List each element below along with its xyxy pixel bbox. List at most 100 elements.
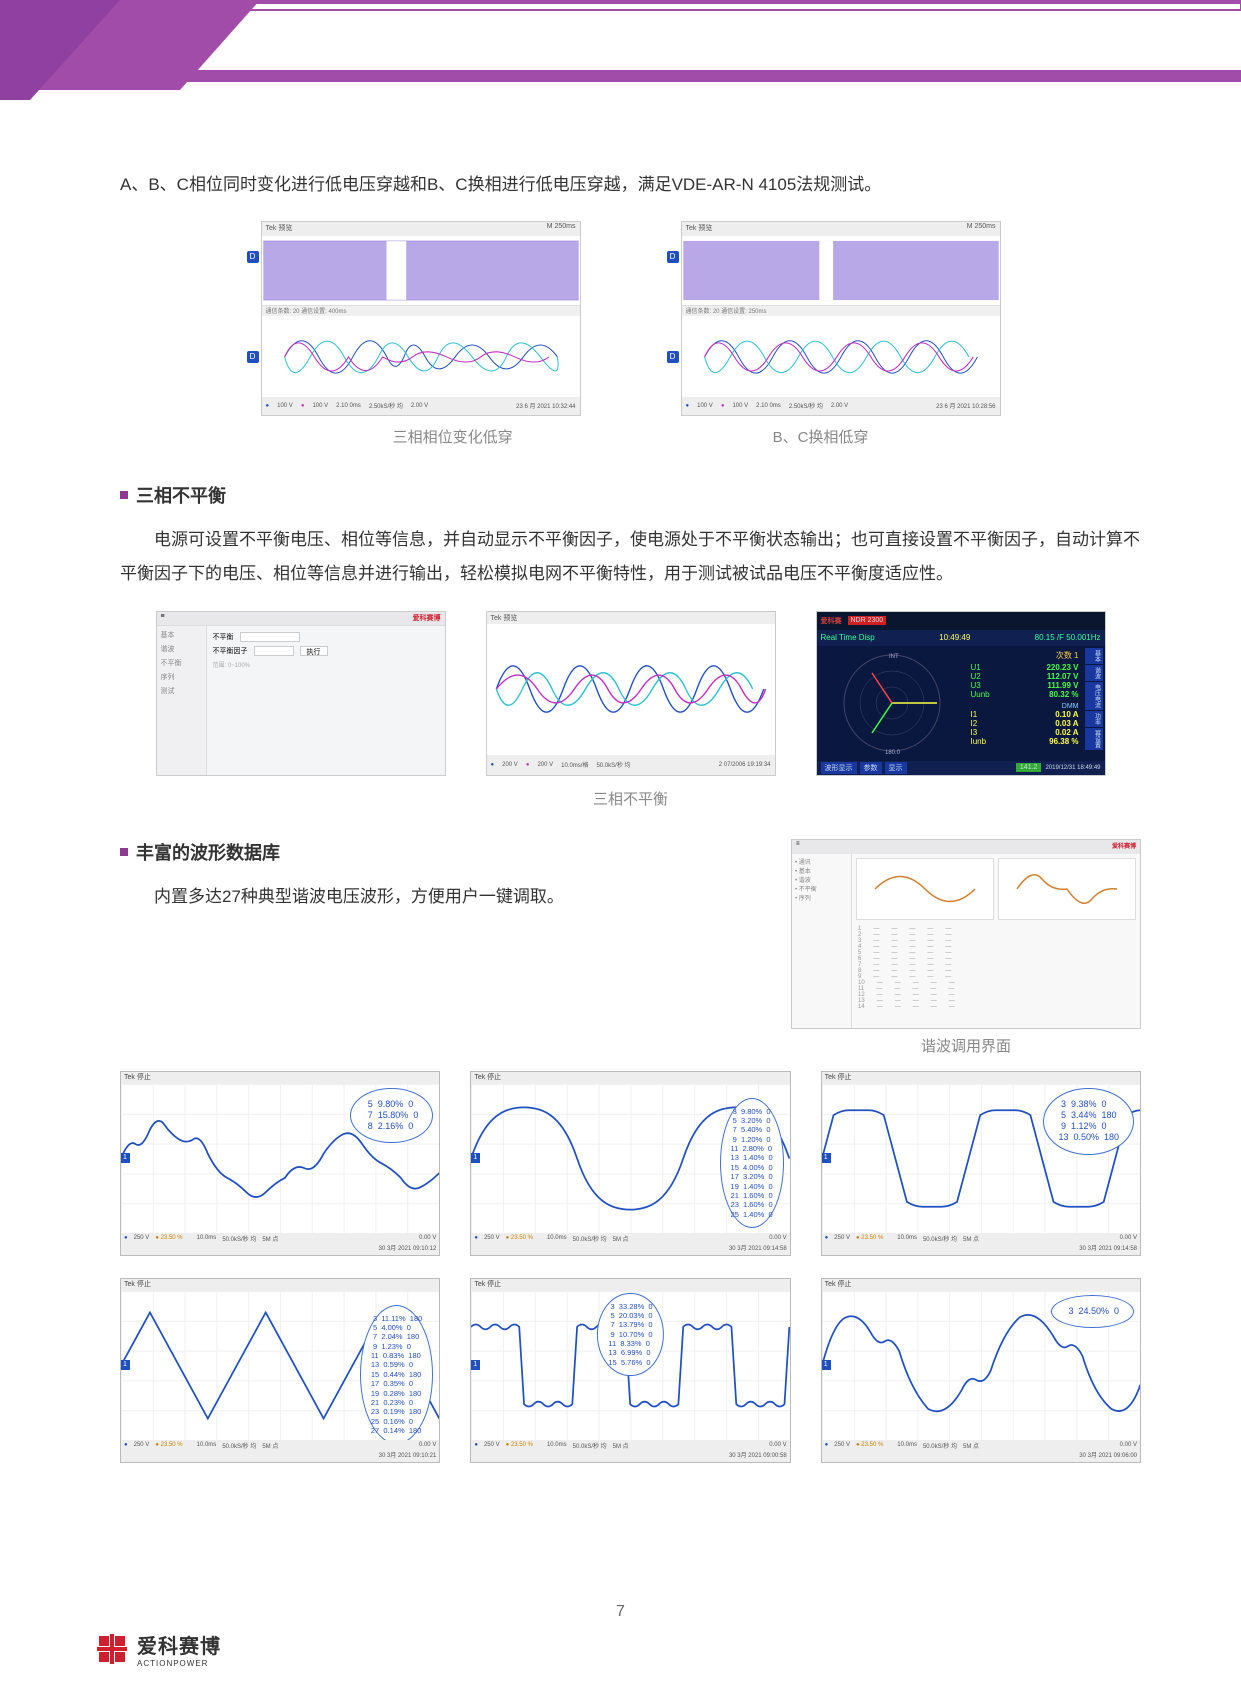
scope-brand: Tek 预览 <box>266 223 293 235</box>
analyzer-tab: 基本 <box>1085 648 1103 664</box>
analyzer-footer: 波形显示参数显示 141.2 2019/12/31 18:49:49 <box>817 761 1105 775</box>
wave-footer: ●250 V ● 23.50 % 10.0ms 50.0kS/秒 均 5M 点 … <box>822 1440 1140 1462</box>
vector-diagram: INT 180.0 <box>817 646 967 761</box>
wave-footer: ●250 V ● 23.50 % 10.0ms 50.0kS/秒 均 5M 点 … <box>822 1233 1140 1255</box>
analyzer-reading: I10.10 A <box>971 710 1079 719</box>
imbalance-body: 电源可设置不平衡电压、相位等信息，并自动显示不平衡因子，使电源处于不平衡状态输出… <box>120 523 1141 591</box>
library-caption: 谐波调用界面 <box>791 1035 1141 1056</box>
waveform-grid: Tek 停止1 5 9.80% 0 7 15.80% 0 8 2.16% 0 ●… <box>120 1071 1141 1463</box>
lib-tree-item: • 通讯 <box>795 857 848 866</box>
wave-body: 1 5 9.80% 0 7 15.80% 0 8 2.16% 0 <box>121 1084 439 1233</box>
harmonic-waveform-panel: Tek 停止1 3 9.38% 0 5 3.44% 180 9 1.12% 0 … <box>821 1071 1141 1256</box>
analyzer-reading: I20.03 A <box>971 719 1079 728</box>
lib-tree-item: • 不平衡 <box>795 884 848 893</box>
library-body: 内置多达27种典型谐波电压波形，方便用户一键调取。 <box>120 880 761 914</box>
sw-sidebar-item: 不平衡 <box>161 658 202 668</box>
wave-body: 1 3 9.80% 0 5 3.20% 0 7 5.40% 0 9 1.20% … <box>471 1084 789 1233</box>
cursor-info: 通信条数: 20 通信设置: 400ms <box>262 306 580 316</box>
harmonic-waveform-panel: Tek 停止1 3 9.80% 0 5 3.20% 0 7 5.40% 0 9 … <box>470 1071 790 1256</box>
scope-caption-right: B、C换相低穿 <box>773 426 869 447</box>
sw-sidebar-item: 谐波 <box>161 644 202 654</box>
oscilloscope-screenshot-right: Tek 预览 M 250ms 通信条数: 20 通信设置: 250ms <box>681 221 1001 416</box>
dense-waveform <box>682 236 1000 305</box>
wave-body: 1 3 24.50% 0 <box>822 1291 1140 1440</box>
svg-text:180.0: 180.0 <box>885 750 901 756</box>
wave-body: 1 3 33.28% 0 5 20.03% 0 7 13.79% 0 9 10.… <box>471 1291 789 1440</box>
sw-sidebar-item: 基本 <box>161 630 202 640</box>
three-phase-waveform <box>262 316 580 397</box>
analyzer-tab: 幂设置 <box>1085 728 1103 750</box>
oscilloscope-screenshot-left: Tek 预览 M 250ms 通信条数: 20 通信设置: 400ms <box>261 221 581 416</box>
harmonic-waveform-panel: Tek 停止1 3 11.11% 180 5 4.00% 0 7 2.04% 1… <box>120 1278 440 1463</box>
sw-sidebar-item: 序列 <box>161 672 202 682</box>
wave-footer: ●250 V ● 23.50 % 10.0ms 50.0kS/秒 均 5M 点 … <box>471 1440 789 1462</box>
wave-footer: ●250 V ● 23.50 % 10.0ms 50.0kS/秒 均 5M 点 … <box>121 1233 439 1255</box>
page-header-decoration <box>0 0 1241 130</box>
wave-footer: ●250 V ● 23.50 % 10.0ms 50.0kS/秒 均 5M 点 … <box>121 1440 439 1462</box>
analyzer-readouts: 次数 1 U1220.23 VU2112.07 VU3111.99 VUunb8… <box>967 646 1083 761</box>
three-phase-waveform <box>682 316 1000 397</box>
analyzer-footer-button: 参数 <box>860 762 882 774</box>
imbalance-scope: Tek 预览 ●200 V ●200 V 10.0ms/格 50.0kS/秒 均… <box>486 611 776 776</box>
section-heading-imbalance: 三相不平衡 <box>120 482 1141 508</box>
wave-header: Tek 停止 <box>822 1279 1140 1291</box>
power-analyzer-screenshot: 爱科赛 NDR 2300 Real Time Disp 10:49:49 80.… <box>816 611 1106 776</box>
imbalance-triple-row: ≡ 爱科赛博 基本谐波不平衡序列测试 不平衡 不平衡因子 执行 范围: 0~10… <box>120 611 1141 776</box>
harmonic-callout: 3 11.11% 180 5 4.00% 0 7 2.04% 180 9 1.2… <box>360 1305 433 1440</box>
scope-timebase: M 250ms <box>967 223 996 235</box>
channel-badge: D <box>667 351 679 363</box>
analyzer-tab: 谐波 <box>1085 665 1103 681</box>
harmonic-waveform-panel: Tek 停止1 5 9.80% 0 7 15.80% 0 8 2.16% 0 ●… <box>120 1071 440 1256</box>
analyzer-reading: I30.02 A <box>971 728 1079 737</box>
harmonic-callout: 3 9.38% 0 5 3.44% 180 9 1.12% 0 13 0.50%… <box>1043 1088 1134 1155</box>
wave-header: Tek 停止 <box>471 1072 789 1084</box>
lib-tree-item: • 序列 <box>795 893 848 902</box>
sw-menu: ≡ <box>161 613 165 624</box>
heading-text: 丰富的波形数据库 <box>136 839 280 865</box>
svg-text:INT: INT <box>889 654 899 660</box>
scope-pair-row: D D Tek 预览 M 250ms 通信条数: 20 通信设 <box>120 221 1141 416</box>
footer-logo: 爱科赛博 ACTIONPOWER <box>95 1630 221 1668</box>
harmonic-waveform-panel: Tek 停止1 3 33.28% 0 5 20.03% 0 7 13.79% 0… <box>470 1278 790 1463</box>
analyzer-reading: Iunb96.38 % <box>971 737 1079 746</box>
harmonic-waveform-panel: Tek 停止1 3 24.50% 0 ●250 V ● 23.50 % 10.0… <box>821 1278 1141 1463</box>
software-screenshot: ≡ 爱科赛博 基本谐波不平衡序列测试 不平衡 不平衡因子 执行 范围: 0~10… <box>156 611 446 776</box>
analyzer-tab: 电压电流 <box>1085 682 1103 710</box>
sw-input <box>240 632 300 642</box>
logo-text-cn: 爱科赛博 <box>137 1630 221 1659</box>
harmonic-callout: 3 9.80% 0 5 3.20% 0 7 5.40% 0 9 1.20% 0 … <box>720 1098 784 1229</box>
analyzer-reading: Uunb80.32 % <box>971 690 1079 699</box>
sw-button: 执行 <box>300 646 328 656</box>
bullet-icon <box>120 848 128 856</box>
dense-waveform <box>262 236 580 305</box>
imbalance-waveform <box>487 624 775 754</box>
analyzer-reading: U1220.23 V <box>971 663 1079 672</box>
channel-badge: D <box>247 351 259 363</box>
harmonic-callout: 5 9.80% 0 7 15.80% 0 8 2.16% 0 <box>350 1088 433 1144</box>
scope-caption-left: 三相相位变化低穿 <box>393 426 513 447</box>
imbalance-caption: 三相不平衡 <box>120 788 1141 809</box>
scope-footer: ●200 V ●200 V 10.0ms/格 50.0kS/秒 均 2 07/2… <box>487 755 775 775</box>
wave-header: Tek 停止 <box>121 1279 439 1291</box>
scope-brand: Tek 预览 <box>686 223 713 235</box>
wave-header: Tek 停止 <box>121 1072 439 1084</box>
heading-text: 三相不平衡 <box>136 482 226 508</box>
sw-logo: 爱科赛博 <box>413 613 441 624</box>
intro-paragraph: A、B、C相位同时变化进行低电压穿越和B、C换相进行低电压穿越，满足VDE-AR… <box>120 170 1141 201</box>
logo-text-en: ACTIONPOWER <box>137 1659 221 1668</box>
section-heading-library: 丰富的波形数据库 <box>120 839 761 865</box>
scope-footer: ●100 V ●100 V 2.10 0ms 2.50kS/秒 均 2.00 V… <box>682 397 1000 415</box>
scope-timebase: M 250ms <box>547 223 576 235</box>
sw-sidebar: 基本谐波不平衡序列测试 <box>157 626 207 775</box>
analyzer-reading: U2112.07 V <box>971 672 1079 681</box>
page-number: 7 <box>616 1603 625 1621</box>
lib-tree-item: • 谐波 <box>795 875 848 884</box>
wave-header: Tek 停止 <box>822 1072 1140 1084</box>
analyzer-footer-button: 波形显示 <box>821 762 857 774</box>
lib-table-row: 14————— <box>858 1004 1134 1010</box>
lib-tree-item: • 基本 <box>795 866 848 875</box>
wave-header: Tek 停止 <box>471 1279 789 1291</box>
header-svg <box>0 0 1241 130</box>
analyzer-footer-button: 显示 <box>885 762 907 774</box>
sw-input <box>254 646 294 656</box>
